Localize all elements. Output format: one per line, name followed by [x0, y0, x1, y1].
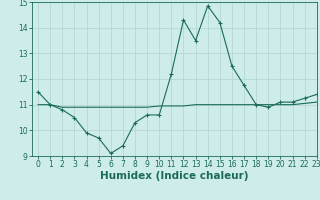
X-axis label: Humidex (Indice chaleur): Humidex (Indice chaleur) — [100, 171, 249, 181]
